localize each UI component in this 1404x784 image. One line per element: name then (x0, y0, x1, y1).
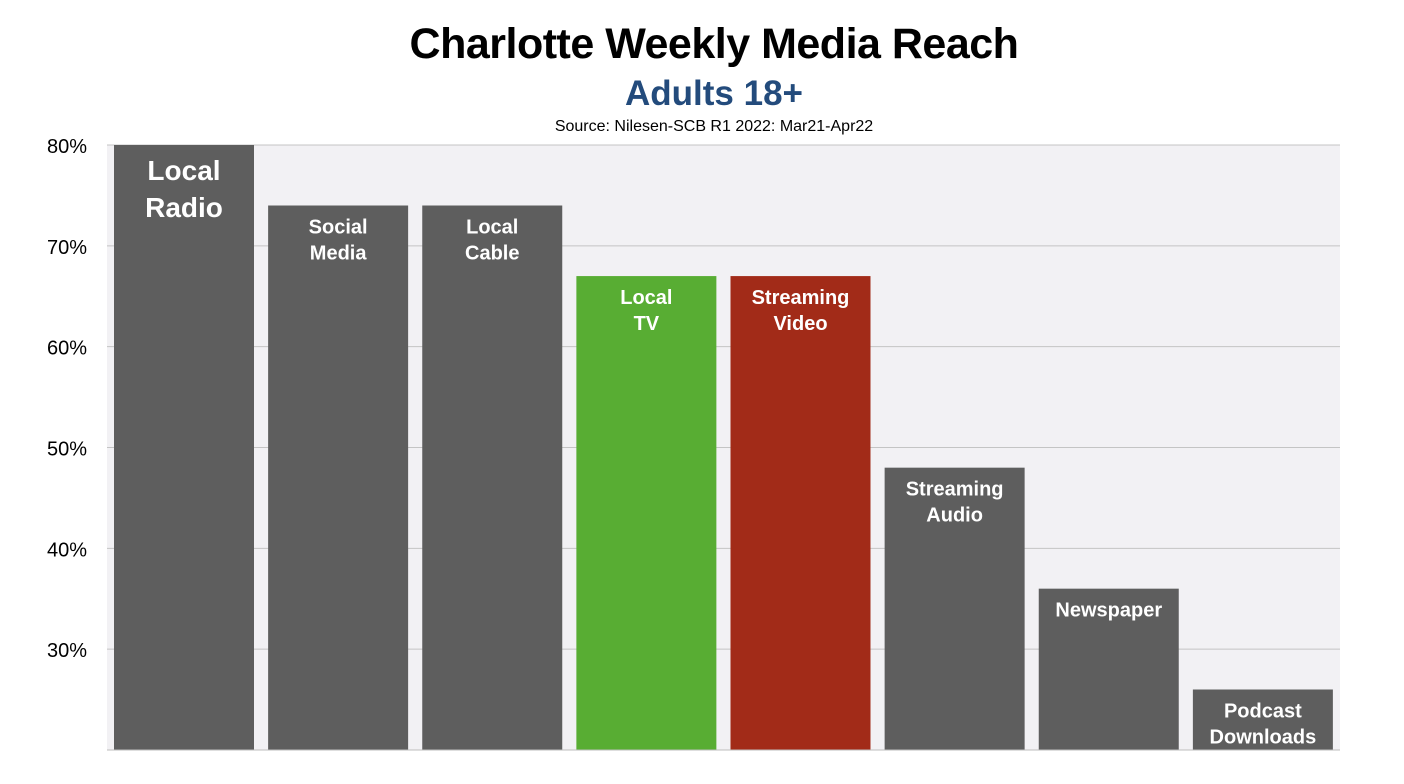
y-tick-label: 50% (47, 439, 87, 461)
bar-label: Local (466, 217, 518, 239)
bar (114, 145, 254, 750)
bar-label: Cable (465, 243, 519, 265)
chart-title: Charlotte Weekly Media Reach (409, 20, 1019, 68)
bar (422, 205, 563, 750)
bar-label: Streaming (906, 479, 1004, 501)
bar-label: Local (147, 155, 220, 186)
bar-label: Social (309, 217, 368, 239)
y-tick-label: 70% (47, 237, 87, 259)
bar-label: Downloads (1210, 727, 1317, 749)
bar-label: Audio (926, 505, 983, 527)
bar (884, 467, 1025, 750)
y-tick-label: 60% (47, 338, 87, 360)
chart-subtitle: Adults 18+ (625, 74, 803, 113)
bar-label: Radio (145, 192, 223, 223)
bar-label: Media (310, 243, 368, 265)
bar-label: Streaming (752, 287, 850, 309)
bar-label: Video (773, 313, 827, 335)
bar (730, 276, 871, 750)
bar (576, 276, 717, 750)
bar-label: Newspaper (1055, 600, 1162, 622)
y-tick-label: 30% (47, 640, 87, 662)
bar (268, 205, 409, 750)
bar-label: TV (634, 313, 660, 335)
bar (1038, 588, 1179, 750)
y-tick-label: 40% (47, 539, 87, 561)
bar (1192, 689, 1333, 750)
bar-label: Podcast (1224, 701, 1302, 723)
bar-label: Local (620, 287, 672, 309)
chart-source: Source: Nilesen-SCB R1 2022: Mar21-Apr22 (554, 118, 874, 135)
y-tick-label: 80% (47, 136, 87, 158)
